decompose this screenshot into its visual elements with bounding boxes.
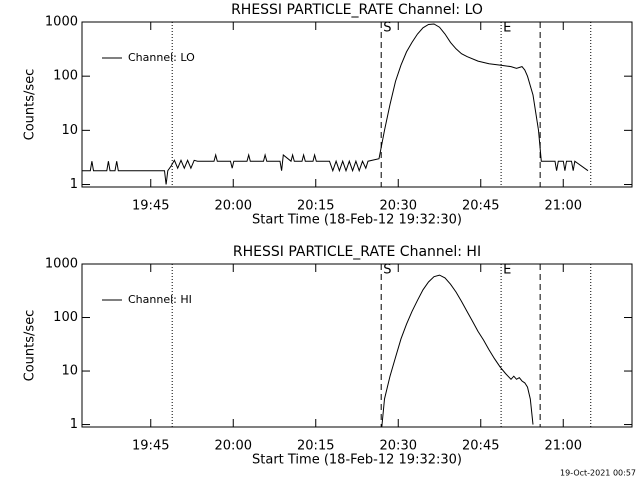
x-tick-label: 20:00 xyxy=(215,199,252,214)
x-tick-label: 20:45 xyxy=(462,199,499,214)
y-axis-label: Counts/sec xyxy=(23,310,38,382)
annotation: E xyxy=(503,263,511,278)
x-axis-label: Start Time (18-Feb-12 19:32:30) xyxy=(252,453,462,468)
data-line xyxy=(381,274,534,428)
x-tick-label: 19:45 xyxy=(132,199,169,214)
footer: 19-Oct-2021 00:57 xyxy=(560,469,636,478)
x-tick-label: 20:45 xyxy=(462,439,499,454)
annotation: S xyxy=(383,21,391,36)
y-tick-label: 1 xyxy=(70,177,78,192)
annotation: E xyxy=(503,21,511,36)
y-tick-label: 100 xyxy=(53,310,78,325)
legend-label: Channel: HI xyxy=(128,293,192,306)
data-line xyxy=(82,23,589,185)
y-tick-label: 1 xyxy=(70,417,78,432)
plot-frame xyxy=(81,21,633,188)
y-axis-label: Counts/sec xyxy=(23,69,38,141)
legend-label: Channel: LO xyxy=(128,51,195,64)
y-tick-label: 1000 xyxy=(45,15,78,30)
x-tick-label: 20:15 xyxy=(297,439,334,454)
x-tick-label: 20:00 xyxy=(215,439,252,454)
y-tick-label: 1000 xyxy=(45,257,78,272)
chart-title: RHESSI PARTICLE_RATE Channel: LO xyxy=(231,2,483,18)
y-tick-label: 100 xyxy=(53,69,78,84)
x-tick-label: 21:00 xyxy=(545,199,582,214)
annotation: S xyxy=(383,263,391,278)
x-axis-label: Start Time (18-Feb-12 19:32:30) xyxy=(252,213,462,228)
x-tick-label: 20:30 xyxy=(380,439,417,454)
plot-frame xyxy=(81,263,633,428)
x-tick-label: 20:30 xyxy=(380,199,417,214)
y-tick-label: 10 xyxy=(61,364,78,379)
x-tick-label: 21:00 xyxy=(545,439,582,454)
y-tick-label: 10 xyxy=(61,123,78,138)
x-tick-label: 20:15 xyxy=(297,199,334,214)
chart-title: RHESSI PARTICLE_RATE Channel: HI xyxy=(233,244,481,260)
x-tick-label: 19:45 xyxy=(132,439,169,454)
